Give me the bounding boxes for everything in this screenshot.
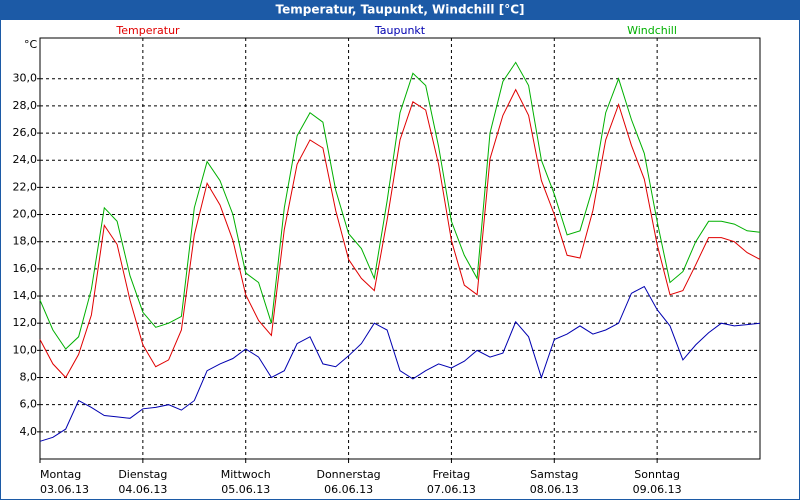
y-tick-label: 14,0	[13, 289, 38, 302]
x-tick-date: 09.06.13	[633, 483, 682, 496]
legend-label: Taupunkt	[374, 24, 426, 37]
y-tick-label: 18,0	[13, 235, 38, 248]
y-tick-label: 22,0	[13, 180, 38, 193]
line-series	[39, 61, 761, 350]
x-tick-date: 04.06.13	[118, 483, 167, 496]
y-tick-label: 16,0	[13, 262, 38, 275]
chart-title: Temperatur, Taupunkt, Windchill [°C]	[276, 3, 525, 17]
legend-label: Windchill	[627, 24, 677, 37]
x-tick-date: 08.06.13	[530, 483, 579, 496]
y-tick-label: 30,0	[13, 72, 38, 85]
x-tick-label: Samstag	[530, 468, 578, 481]
plot-area	[39, 37, 761, 460]
y-tick-label: 26,0	[13, 126, 38, 139]
x-tick-date: 03.06.13	[40, 483, 89, 496]
y-tick-label: 20,0	[13, 208, 38, 221]
y-tick-label: 12,0	[13, 316, 38, 329]
x-tick-label: Sonntag	[634, 468, 680, 481]
x-tick-label: Mittwoch	[221, 468, 271, 481]
x-tick-date: 05.06.13	[221, 483, 270, 496]
line-series	[39, 88, 761, 379]
y-tick-label: 28,0	[13, 99, 38, 112]
y-tick-label: 6,0	[20, 398, 38, 411]
unit-label: °C	[24, 38, 38, 51]
x-tick-label: Donnerstag	[316, 468, 380, 481]
x-tick-date: 07.06.13	[427, 483, 476, 496]
title-bar	[0, 0, 800, 20]
legend-label: Temperatur	[115, 24, 180, 37]
x-tick-date: 06.06.13	[324, 483, 373, 496]
y-tick-label: 8,0	[20, 371, 38, 384]
y-tick-label: 4,0	[20, 425, 38, 438]
x-tick-label: Freitag	[433, 468, 471, 481]
y-tick-label: 10,0	[13, 343, 38, 356]
y-tick-label: 24,0	[13, 153, 38, 166]
x-tick-label: Montag	[40, 468, 81, 481]
x-tick-label: Dienstag	[118, 468, 167, 481]
line-series	[39, 285, 761, 442]
